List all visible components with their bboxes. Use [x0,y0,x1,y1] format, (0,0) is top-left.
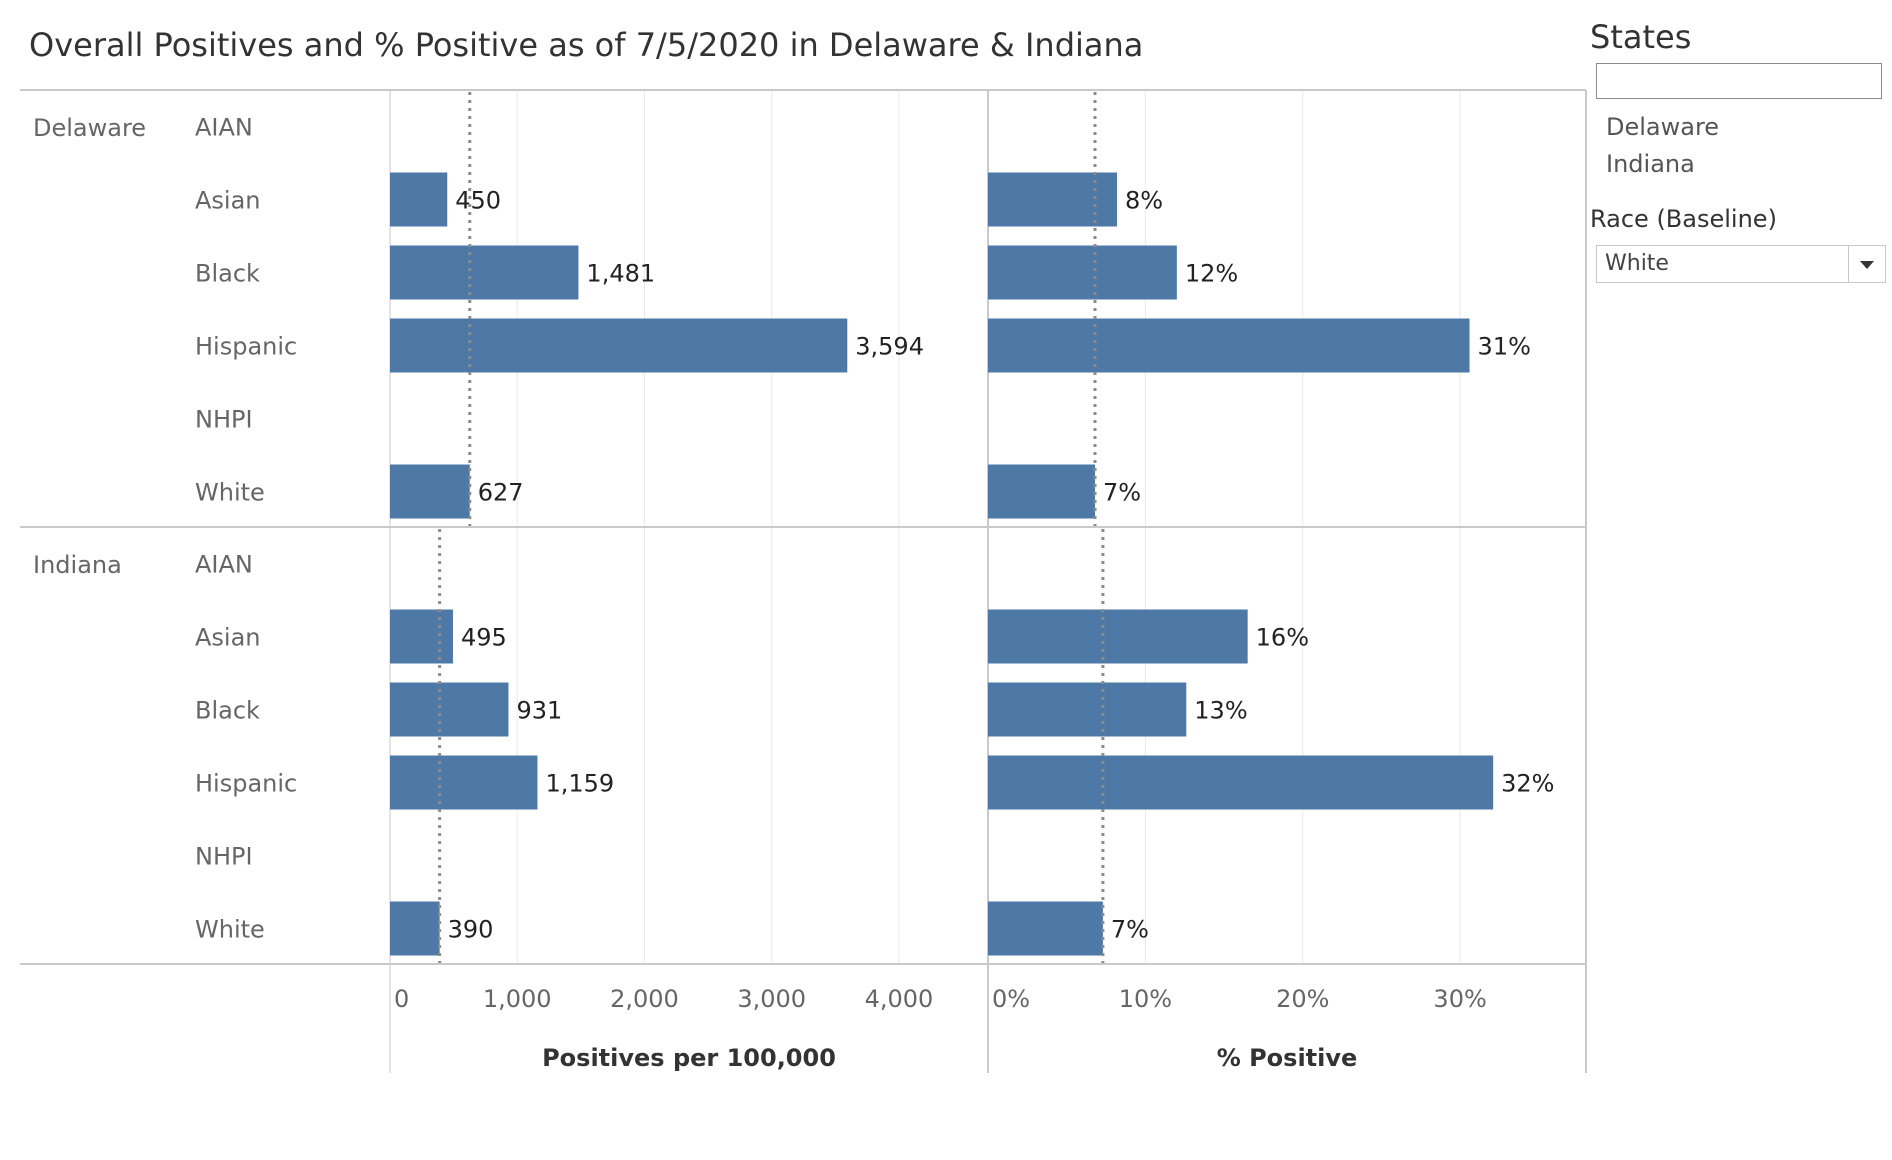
category-label: Black [195,260,260,288]
bar [988,172,1118,227]
data-label: 1,481 [586,260,655,288]
data-label: 3,594 [855,333,924,361]
data-label: 32% [1501,770,1554,798]
bar-chart: Delaware AIAN Asian Black Hispanic NHPI White I… [20,89,1587,1073]
category-label: AIAN [195,114,253,142]
bar [390,172,448,227]
category-label: Hispanic [195,333,297,361]
data-label: 8% [1125,187,1163,215]
bar [390,755,538,810]
x-axis-title: Positives per 100,000 [542,1044,836,1072]
tick-label: 3,000 [737,985,806,1013]
bar [988,755,1494,810]
bar [988,901,1103,956]
data-label: 450 [455,187,501,215]
race-baseline-title: Race (Baseline) [1590,205,1777,233]
state-option-delaware[interactable]: Delaware [1606,113,1720,141]
bar [988,682,1187,737]
chart-title: Overall Positives and % Positive as of 7… [29,26,1144,64]
data-label: 495 [461,624,507,652]
tick-label: 1,000 [483,985,552,1013]
category-label: NHPI [195,406,253,434]
category-label: Asian [195,624,261,652]
tick-label: 30% [1433,985,1486,1013]
tick-label: 20% [1276,985,1329,1013]
data-label: 7% [1103,479,1141,507]
category-label: AIAN [195,551,253,579]
tick-label: 10% [1119,985,1172,1013]
race-baseline-dropdown[interactable]: White [1596,245,1886,283]
data-label: 627 [478,479,524,507]
category-label: White [195,479,265,507]
race-baseline-selected: White [1605,251,1669,276]
states-search-input[interactable] [1596,63,1882,99]
data-label: 931 [516,697,562,725]
dropdown-divider [1848,246,1849,282]
data-label: 7% [1111,916,1149,944]
data-label: 13% [1194,697,1247,725]
bar [390,318,848,373]
bar [390,245,579,300]
bar [390,609,453,664]
bar [988,464,1096,519]
bar [390,464,470,519]
x-axis-title: % Positive [1217,1044,1358,1072]
state-label: Indiana [33,551,122,579]
tick-label: 0 [394,985,409,1013]
tick-label: 0% [992,985,1030,1013]
category-label: Asian [195,187,261,215]
category-label: Black [195,697,260,725]
category-label: White [195,916,265,944]
category-label: NHPI [195,843,253,871]
state-option-indiana[interactable]: Indiana [1606,150,1695,178]
bar [988,245,1177,300]
states-filter-title: States [1590,18,1692,56]
bar [390,682,509,737]
bar [988,318,1470,373]
tick-label: 2,000 [610,985,679,1013]
data-label: 1,159 [545,770,614,798]
data-label: 16% [1256,624,1309,652]
tick-label: 4,000 [865,985,934,1013]
chevron-down-icon[interactable] [1860,261,1874,269]
bar [988,609,1248,664]
data-label: 12% [1185,260,1238,288]
state-label: Delaware [33,114,146,142]
category-label: Hispanic [195,770,297,798]
data-label: 31% [1478,333,1531,361]
bar [390,901,440,956]
data-label: 390 [448,916,494,944]
